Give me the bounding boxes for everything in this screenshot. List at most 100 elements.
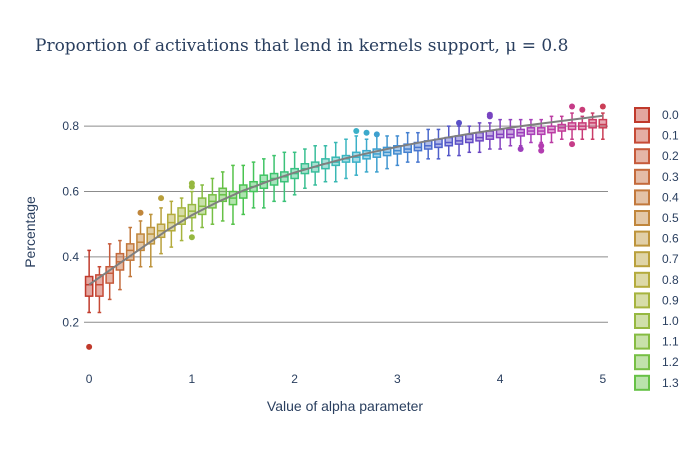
box-trace (454, 119, 464, 157)
legend-swatch (634, 292, 650, 309)
legend-label: 0.2 (662, 149, 679, 163)
box-body (485, 130, 495, 140)
legend-item[interactable]: 0.8 (634, 271, 679, 288)
box-outlier-point (188, 234, 195, 241)
box-body (105, 265, 115, 284)
box-trace (516, 118, 526, 153)
box-outlier-point (569, 103, 576, 110)
box-outlier-point (538, 147, 545, 154)
legend-swatch (634, 313, 650, 329)
box-trace (362, 129, 371, 173)
box-outlier-point (517, 146, 524, 153)
box-outlier-point (363, 129, 370, 136)
legend-label: 0.9 (662, 293, 679, 307)
box-body (495, 128, 505, 139)
box-outlier-point (569, 141, 576, 148)
box-body (444, 136, 454, 147)
box-trace (506, 118, 515, 147)
legend-swatch (634, 168, 650, 185)
box-body (382, 146, 392, 157)
box-trace (495, 118, 505, 150)
legend-label: 0.4 (662, 190, 679, 204)
legend-label: 0.6 (662, 232, 679, 246)
legend-label: 0.1 (662, 129, 679, 143)
legend[interactable]: 0.0 0.1 0.2 0.3 0.4 0.5 0.6 0.7 0.8 0.9 1.0 1.1 1.2 1… (634, 107, 679, 391)
y-axis-ticks: 0.2 0.4 0.6 0.8 (62, 119, 79, 329)
box-outlier-point (188, 180, 195, 187)
box-outlier-point (456, 119, 463, 126)
x-tick-label: 3 (394, 372, 401, 386)
x-tick-label: 4 (497, 372, 504, 386)
legend-item[interactable]: 0.6 (634, 230, 679, 247)
x-axis-ticks: 0 1 2 3 4 5 (86, 372, 607, 386)
box-trace (403, 131, 412, 163)
box-trace (444, 125, 454, 157)
box-series-layer (84, 103, 608, 350)
box-trace (393, 135, 402, 167)
legend-swatch (634, 230, 650, 247)
box-outlier-point (158, 195, 165, 202)
box-trace (197, 184, 207, 229)
legend-item[interactable]: 1.3 (634, 374, 679, 391)
legend-swatch (634, 107, 650, 123)
legend-label: 0.0 (662, 108, 679, 122)
box-trace (382, 135, 392, 170)
trend-line-layer (88, 114, 604, 286)
legend-label: 0.8 (662, 273, 679, 287)
legend-label: 0.7 (662, 252, 679, 266)
box-body (125, 243, 135, 261)
box-trace (187, 180, 197, 241)
legend-swatch (634, 251, 650, 268)
legend-item[interactable]: 0.0 (634, 107, 679, 123)
box-trace (125, 226, 135, 278)
box-trace (567, 103, 577, 148)
legend-swatch (634, 127, 650, 144)
box-body (506, 128, 515, 139)
box-trace (166, 200, 176, 248)
box-body (464, 133, 474, 144)
box-outlier-point (353, 128, 360, 135)
box-body (598, 118, 608, 129)
legend-label: 1.0 (662, 314, 679, 328)
box-trace (526, 118, 536, 144)
y-tick-label: 0.2 (62, 315, 79, 329)
box-trace (156, 195, 166, 255)
y-tick-label: 0.4 (62, 250, 79, 264)
legend-swatch (634, 148, 650, 165)
legend-item[interactable]: 1.0 (634, 313, 679, 329)
x-tick-label: 5 (600, 372, 607, 386)
legend-item[interactable]: 0.9 (634, 292, 679, 309)
legend-item[interactable]: 0.1 (634, 127, 679, 144)
box-body (146, 226, 156, 245)
legend-item[interactable]: 0.2 (634, 148, 679, 165)
legend-label: 0.3 (662, 170, 679, 184)
legend-item[interactable]: 1.2 (634, 354, 679, 371)
box-trace (115, 239, 125, 291)
box-trace (218, 171, 228, 222)
box-trace (208, 177, 217, 225)
box-outlier-point (599, 103, 606, 110)
box-body (393, 145, 402, 155)
box-body (475, 131, 484, 142)
x-tick-label: 0 (86, 372, 93, 386)
box-trace (372, 131, 382, 173)
legend-item[interactable]: 0.7 (634, 251, 679, 268)
box-outlier-point (486, 111, 493, 118)
trend-line (88, 114, 604, 286)
legend-item[interactable]: 0.3 (634, 168, 679, 185)
legend-swatch (634, 374, 650, 391)
legend-swatch (634, 354, 650, 371)
y-tick-label: 0.8 (62, 119, 79, 133)
legend-item[interactable]: 1.1 (634, 333, 679, 350)
box-trace (95, 265, 104, 314)
box-trace (485, 111, 495, 150)
legend-swatch (634, 210, 650, 226)
legend-item[interactable]: 0.4 (634, 189, 679, 206)
legend-swatch (634, 271, 650, 288)
box-trace (146, 213, 156, 268)
legend-item[interactable]: 0.5 (634, 210, 679, 226)
box-outlier-point (137, 209, 144, 216)
box-body (84, 275, 94, 297)
box-body (588, 118, 597, 129)
